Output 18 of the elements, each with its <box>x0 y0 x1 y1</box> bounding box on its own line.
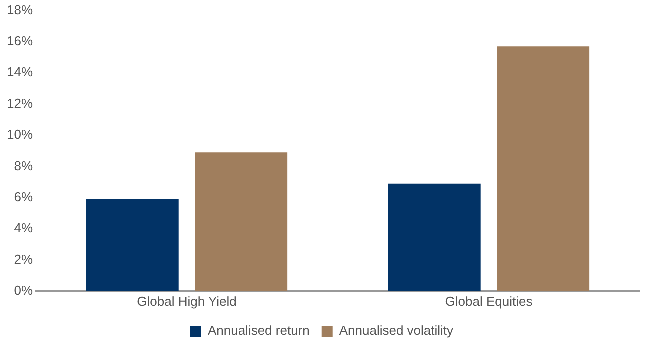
bar <box>497 46 590 292</box>
x-tick-label: Global High Yield <box>137 294 237 309</box>
y-tick-label: 10% <box>6 127 34 142</box>
bar <box>86 199 179 292</box>
y-tick-label: 18% <box>6 2 34 18</box>
y-tick-label: 6% <box>14 189 34 204</box>
legend-label: Annualised return <box>208 323 310 338</box>
y-tick-label: 14% <box>6 64 34 80</box>
legend-label: Annualised volatility <box>339 323 454 338</box>
y-tick-label: 8% <box>14 158 34 174</box>
y-tick-label: 2% <box>14 252 34 267</box>
y-tick-label: 4% <box>14 220 34 236</box>
bar <box>195 152 288 292</box>
y-tick-label: 16% <box>6 34 34 49</box>
y-tick-label: 12% <box>6 96 34 111</box>
x-tick-label: Global Equities <box>445 294 534 309</box>
y-tick-label: 0% <box>14 282 34 298</box>
bar <box>388 184 481 292</box>
